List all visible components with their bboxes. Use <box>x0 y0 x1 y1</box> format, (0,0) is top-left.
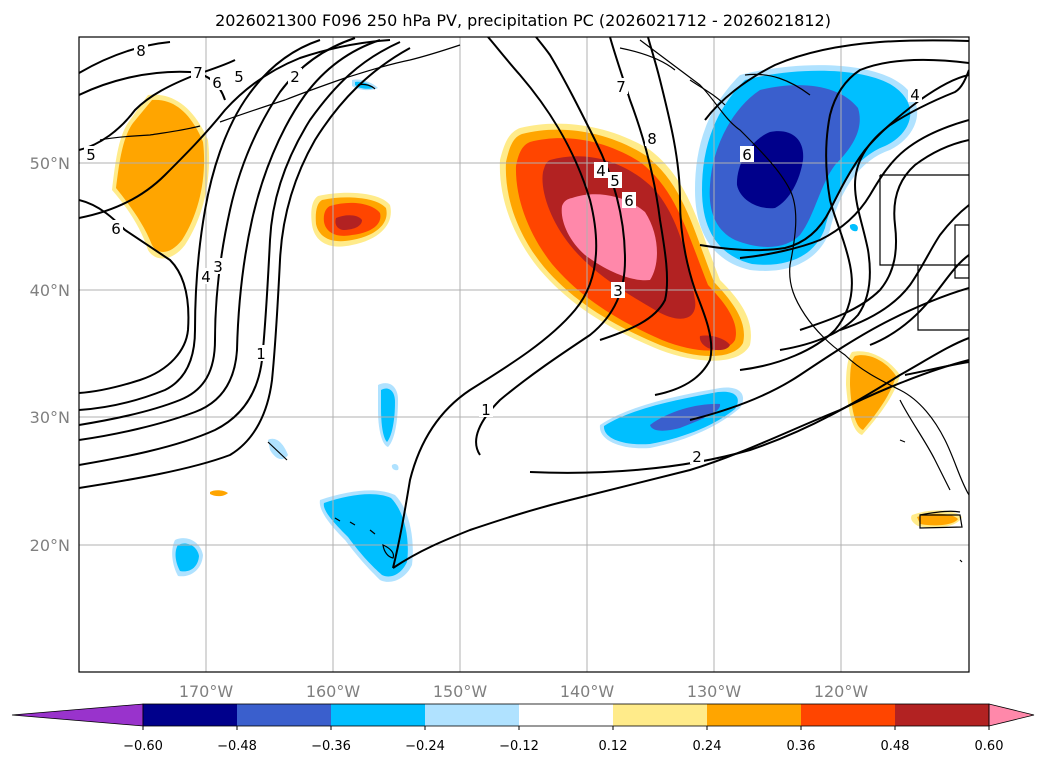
colorbar-segment <box>331 704 426 726</box>
contour-label: 4 <box>201 268 211 286</box>
contour-label: 1 <box>256 345 266 363</box>
contour-label: 8 <box>136 42 146 60</box>
colorbar-segment <box>895 704 990 726</box>
contour-label: 4 <box>596 162 606 180</box>
lon-tick: 130°W <box>687 682 742 701</box>
lon-tick: 160°W <box>306 682 361 701</box>
lat-tick: 30°N <box>30 408 70 427</box>
colorbar-extend-low <box>11 703 144 727</box>
lat-tick-labels: 50°N 40°N 30°N 20°N <box>30 154 70 555</box>
contour-label: 6 <box>212 74 222 92</box>
map-frame <box>78 36 970 673</box>
contour-label: 4 <box>910 86 920 104</box>
colorbar-segment <box>613 704 708 726</box>
lon-tick: 140°W <box>560 682 615 701</box>
lat-tick: 50°N <box>30 154 70 173</box>
colorbar-tick-label: 0.60 <box>975 739 1004 754</box>
lat-tick: 40°N <box>30 281 70 300</box>
contour-label: 3 <box>213 258 223 276</box>
contour-label: 6 <box>111 220 121 238</box>
lon-tick: 150°W <box>433 682 488 701</box>
contour-label: 1 <box>481 401 491 419</box>
colorbar-tick-label: −0.24 <box>405 739 445 754</box>
chart-title: 2026021300 F096 250 hPa PV, precipitatio… <box>215 11 831 30</box>
contour-label: 8 <box>647 130 657 148</box>
colorbar-segment <box>519 704 614 726</box>
contour-label: 2 <box>290 68 300 86</box>
precip-shading <box>112 65 962 582</box>
contour-label: 3 <box>613 282 623 300</box>
contour-label: 5 <box>86 146 96 164</box>
colorbar: −0.60 −0.48 −0.36 −0.24 −0.12 0.12 0.24 0.36 0.4… <box>11 703 1035 754</box>
colorbar-extend-high <box>988 703 1035 727</box>
colorbar-tick-label: 0.36 <box>787 739 816 754</box>
colorbar-tick-label: −0.12 <box>499 739 539 754</box>
contour-label: 5 <box>610 172 620 190</box>
colorbar-segment <box>707 704 802 726</box>
colorbar-tick-label: 0.48 <box>881 739 910 754</box>
colorbar-tick-label: 0.12 <box>599 739 628 754</box>
colorbar-segment <box>237 704 332 726</box>
map-area: 8 7 6 5 2 5 6 4 3 1 4 5 6 3 7 8 1 2 4 6 <box>79 37 969 672</box>
colorbar-tick-label: −0.48 <box>217 739 257 754</box>
contour-label: 7 <box>193 64 203 82</box>
lat-tick: 20°N <box>30 536 70 555</box>
lon-tick: 170°W <box>179 682 234 701</box>
pv-contour-labels: 8 7 6 5 2 5 6 4 3 1 4 5 6 3 7 8 1 2 4 6 <box>84 42 922 466</box>
colorbar-segment <box>143 704 238 726</box>
contour-label: 7 <box>616 78 626 96</box>
colorbar-tick-label: 0.24 <box>693 739 722 754</box>
colorbar-segment <box>425 704 520 726</box>
colorbar-segment <box>801 704 896 726</box>
colorbar-outline <box>142 703 990 727</box>
contour-label: 5 <box>234 68 244 86</box>
lon-tick: 120°W <box>814 682 869 701</box>
colorbar-tick-label: −0.60 <box>123 739 163 754</box>
contour-label: 6 <box>742 146 752 164</box>
contour-label: 2 <box>692 448 702 466</box>
colorbar-tick-label: −0.36 <box>311 739 351 754</box>
lon-tick-labels: 170°W 160°W 150°W 140°W 130°W 120°W <box>179 682 869 701</box>
contour-label: 6 <box>624 192 634 210</box>
